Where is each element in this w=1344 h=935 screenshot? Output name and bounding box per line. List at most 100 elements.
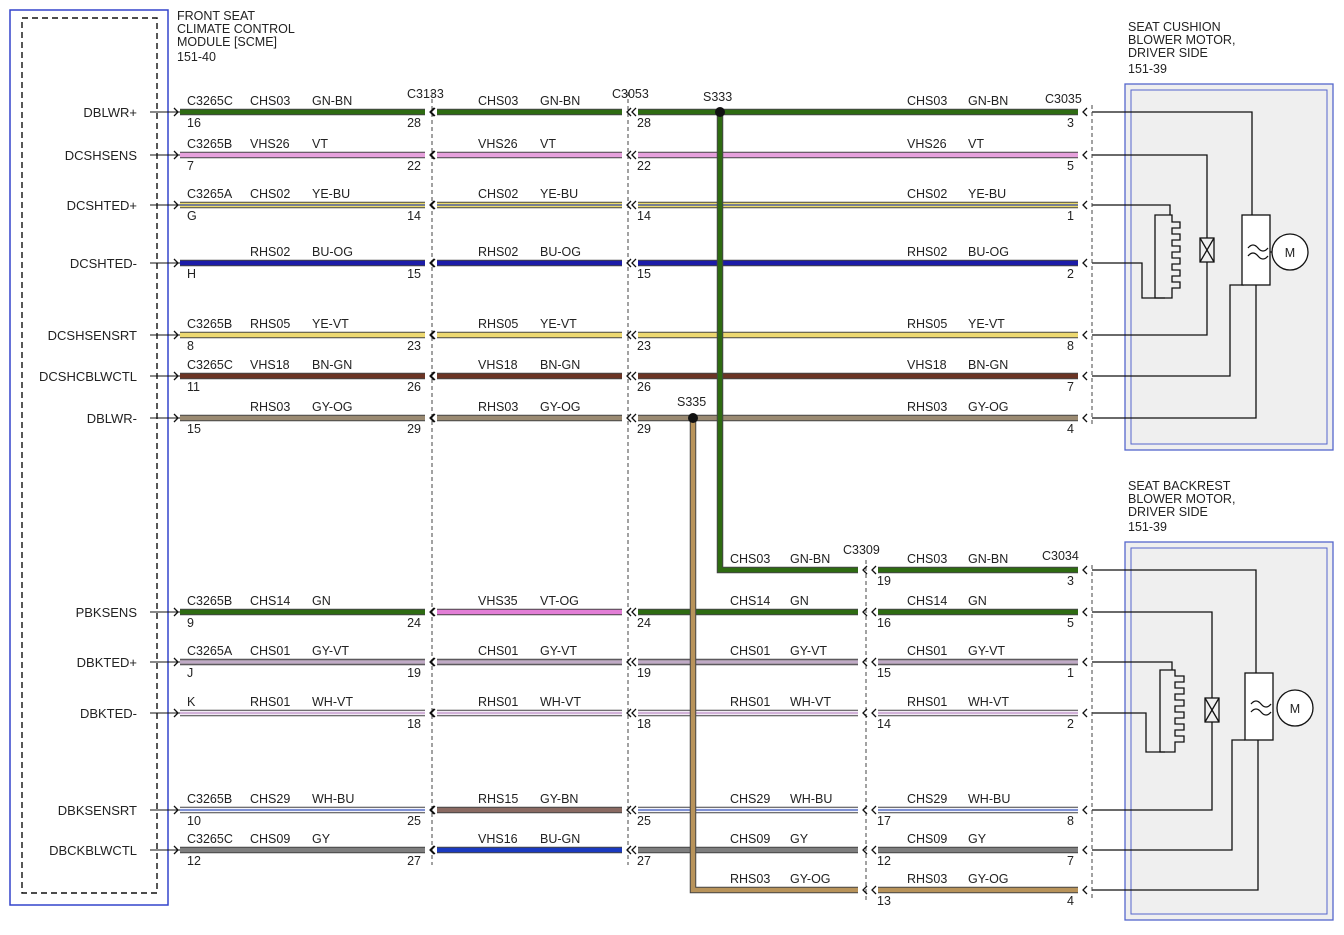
circuit-label: CHS03 [478, 94, 518, 108]
color-label: VT-OG [540, 594, 579, 608]
color-label: GY-VT [790, 644, 827, 658]
connector-arrow [429, 150, 435, 160]
connector-label: C3265B [187, 792, 232, 806]
connector-arrow [631, 150, 637, 160]
pin-label: 15 [187, 422, 201, 436]
connector-arrow [173, 708, 179, 718]
connector-arrow [429, 607, 435, 617]
color-label: GN-BN [540, 94, 580, 108]
pin-label: 18 [407, 717, 421, 731]
connector-arrow [430, 200, 436, 210]
connector-arrow [430, 657, 436, 667]
color-label: GN-BN [312, 94, 352, 108]
motor-control-symbol [1247, 244, 1269, 260]
color-label: GY [312, 832, 331, 846]
color-label: GN-BN [968, 552, 1008, 566]
pin-label: 25 [407, 814, 421, 828]
color-label: YE-BU [968, 187, 1006, 201]
wire [690, 418, 858, 893]
signal-name: DCSHTED- [70, 256, 137, 271]
module-title: FRONT SEAT [177, 9, 255, 23]
pin-label: 17 [877, 814, 891, 828]
connector-arrow [173, 413, 179, 423]
circuit-label: CHS09 [730, 832, 770, 846]
color-label: GY-OG [312, 400, 353, 414]
connector-label: C3265A [187, 187, 233, 201]
circuit-label: CHS09 [907, 832, 947, 846]
motor-control-symbol [1250, 700, 1272, 716]
pin-label: 5 [1067, 159, 1074, 173]
connector-arrow [1082, 371, 1088, 381]
module-title: MODULE [SCME] [177, 35, 277, 49]
connector-arrow [429, 413, 435, 423]
pin-label: 23 [407, 339, 421, 353]
color-label: YE-VT [968, 317, 1005, 331]
circuit-label: VHS35 [478, 594, 518, 608]
connector-label: C3265B [187, 317, 232, 331]
color-label: YE-BU [312, 187, 350, 201]
circuit-label: VHS26 [478, 137, 518, 151]
pin-label: 3 [1067, 574, 1074, 588]
pin-label: 4 [1067, 422, 1074, 436]
connector-arrow [430, 107, 436, 117]
pin-label: 16 [187, 116, 201, 130]
splice-label: S335 [677, 395, 706, 409]
color-label: WH-VT [312, 695, 353, 709]
pin-label: 23 [637, 339, 651, 353]
circuit-label: RHS03 [250, 400, 290, 414]
connector-arrow [1082, 107, 1088, 117]
connector-arrow [173, 330, 179, 340]
color-label: BN-GN [540, 358, 580, 372]
connector-arrow [173, 607, 179, 617]
connector-arrow [862, 607, 868, 617]
circuit-label: RHS02 [250, 245, 290, 259]
connector-arrow [862, 845, 868, 855]
heater [1159, 669, 1185, 753]
connector-arrow [631, 371, 637, 381]
connector-arrow [1082, 258, 1088, 268]
connector-arrow [626, 413, 632, 423]
connector-arrow [173, 657, 179, 667]
pin-label: 15 [407, 267, 421, 281]
pin-label: 15 [877, 666, 891, 680]
circuit-label: CHS02 [907, 187, 947, 201]
circuit-label: RHS03 [730, 872, 770, 886]
connector-label: C3053 [612, 87, 649, 101]
connector-arrow [173, 805, 179, 815]
circuit-label: VHS18 [478, 358, 518, 372]
connector-arrow [631, 330, 637, 340]
connector-arrow [430, 413, 436, 423]
thermistor-mark [1204, 697, 1220, 723]
color-label: GY-OG [790, 872, 831, 886]
pin-label: 7 [187, 159, 194, 173]
connector-arrow [173, 258, 179, 268]
connector-label: C3035 [1045, 92, 1082, 106]
circuit-label: RHS01 [907, 695, 947, 709]
signal-name: DCSHTED+ [67, 198, 137, 213]
connector-arrow [1082, 805, 1088, 815]
connector-arrow [173, 845, 179, 855]
connector-arrow [626, 657, 632, 667]
connector-arrow [430, 805, 436, 815]
connector-arrow [631, 805, 637, 815]
connector-arrow [429, 708, 435, 718]
circuit-label: CHS14 [250, 594, 290, 608]
connector-arrow [631, 607, 637, 617]
connector-arrow [1082, 200, 1088, 210]
splice-label: S333 [703, 90, 732, 104]
connector-arrow [173, 371, 179, 381]
connector-label: C3265C [187, 832, 233, 846]
color-label: GY-OG [968, 400, 1009, 414]
pin-label: 24 [637, 616, 651, 630]
connector-arrow [631, 200, 637, 210]
connector-arrow [1082, 330, 1088, 340]
circuit-label: CHS03 [907, 552, 947, 566]
pin-label: 29 [407, 422, 421, 436]
color-label: BN-GN [312, 358, 352, 372]
color-label: VT [540, 137, 556, 151]
pin-label: 2 [1067, 267, 1074, 281]
pin-label: 29 [637, 422, 651, 436]
signal-name: DCSHSENS [65, 148, 138, 163]
connector-arrow [429, 371, 435, 381]
connector-arrow [1082, 845, 1088, 855]
